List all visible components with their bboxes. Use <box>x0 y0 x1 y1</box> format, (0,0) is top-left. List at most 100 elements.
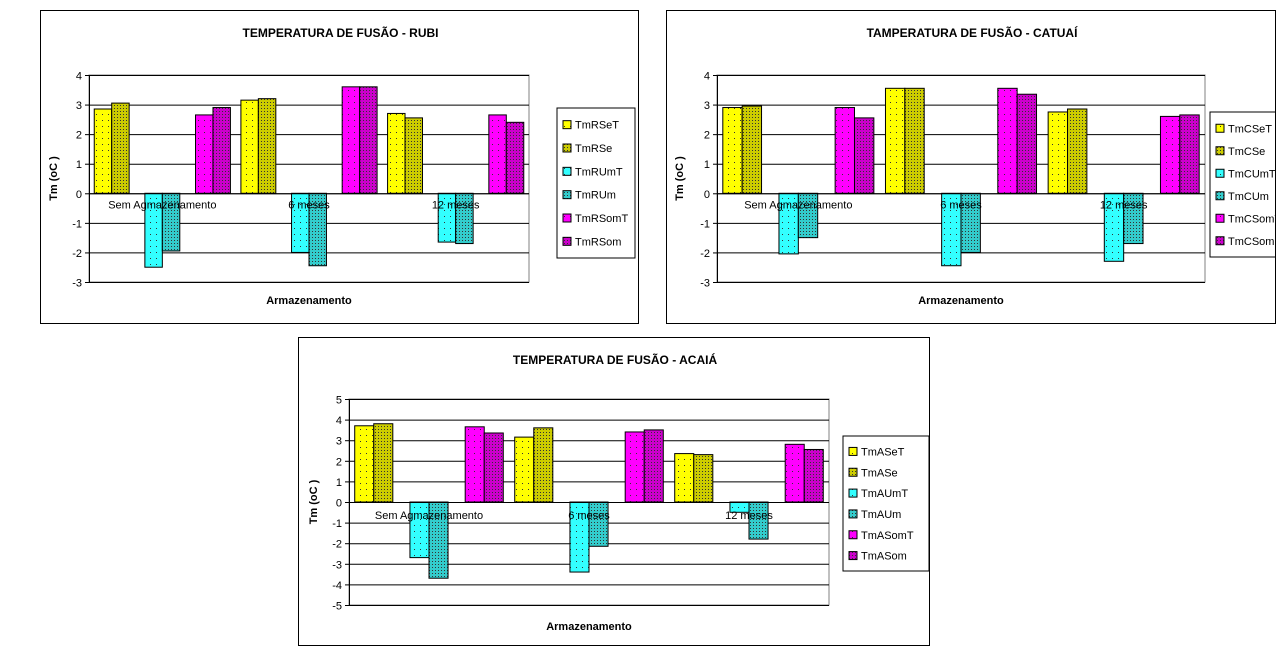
legend-label: TmASeT <box>861 446 905 458</box>
legend-swatch <box>562 143 572 153</box>
bar <box>643 429 664 503</box>
y-tick-label: -2 <box>700 248 710 260</box>
bar <box>834 107 855 194</box>
legend: TmRSeT TmRSe TmRUmT TmRUm TmRSomT TmRSom <box>556 107 636 259</box>
y-tick-label: 4 <box>336 415 342 427</box>
chart-title: TAMPERATURA DE FUSÃO - CATUAÍ <box>867 25 1079 40</box>
y-tick-label: 3 <box>336 436 342 448</box>
bar <box>505 121 525 194</box>
bar <box>387 112 406 194</box>
bar <box>884 87 906 194</box>
legend: TmASeT TmASe TmAUmT TmAUm TmASomT TmASom <box>842 435 929 572</box>
y-tick-label: -2 <box>332 539 342 551</box>
legend-label: TmRUm <box>575 190 616 202</box>
y-tick-label: 0 <box>76 189 82 201</box>
x-axis-label: Armazenamento <box>266 295 352 307</box>
bar <box>483 432 504 503</box>
y-tick-label: 2 <box>76 130 82 142</box>
legend-swatch <box>848 551 858 561</box>
legend-label: TmRUmT <box>575 166 623 178</box>
x-category-label: 12 meses <box>725 510 773 522</box>
legend-swatch <box>562 120 572 130</box>
legend-swatch <box>848 467 858 477</box>
x-category-label: 6 meses <box>288 199 330 211</box>
chart-panel-acaia: TEMPERATURA DE FUSÃO - ACAIÁ -5 -4 -3 -2 -1 0 1… <box>298 337 930 646</box>
chart-title: TEMPERATURA DE FUSÃO - RUBI <box>243 25 439 40</box>
y-tick-label: 1 <box>76 159 82 171</box>
bar <box>93 108 113 194</box>
legend-label: TmRSe <box>575 143 612 155</box>
y-tick-label: -2 <box>72 248 82 260</box>
legend-swatch <box>562 213 572 223</box>
y-tick-label: -1 <box>332 518 342 530</box>
bar <box>997 87 1018 194</box>
bar <box>674 453 695 503</box>
legend-label: TmCUm <box>1228 191 1269 203</box>
x-category-label: 6 meses <box>568 510 610 522</box>
bar <box>1179 114 1200 194</box>
legend-label: TmCSomT <box>1228 213 1276 225</box>
y-tick-label: 5 <box>336 395 342 407</box>
bar <box>784 443 805 503</box>
y-tick-label: 0 <box>336 498 342 510</box>
bar <box>404 117 423 194</box>
y-tick-label: 3 <box>704 100 710 112</box>
bar <box>111 102 130 194</box>
legend-swatch <box>848 509 858 519</box>
bar <box>1159 115 1181 194</box>
bar <box>624 431 645 503</box>
chart-panel-catuai: TAMPERATURA DE FUSÃO - CATUAÍ -3 -2 -1 0 1 2 3 4… <box>666 10 1276 324</box>
y-tick-label: 0 <box>704 189 710 201</box>
legend-swatch <box>562 236 572 246</box>
x-axis-label: Armazenamento <box>918 295 1004 307</box>
legend-label: TmCSeT <box>1228 123 1272 135</box>
bar <box>533 427 554 503</box>
legend-label: TmASe <box>861 467 898 479</box>
y-tick-label: 4 <box>76 71 82 83</box>
bar <box>240 99 259 194</box>
legend-swatch <box>1215 236 1225 246</box>
legend: TmCSeT TmCSe TmCUmT TmCUm TmCSomT TmCSom <box>1209 111 1276 258</box>
bar <box>904 87 925 194</box>
legend-label: TmRSeT <box>575 120 619 132</box>
chart-svg: TEMPERATURA DE FUSÃO - RUBI -3 -2 -1 0 1 2 3 4 Se… <box>48 25 636 307</box>
legend-swatch <box>1215 146 1225 156</box>
bar <box>359 86 378 194</box>
y-tick-label: 1 <box>336 477 342 489</box>
x-category-label: Sem Agmazenamento <box>108 199 216 211</box>
bar <box>1016 93 1038 194</box>
legend-swatch <box>848 530 858 540</box>
legend-label: TmCSe <box>1228 146 1265 158</box>
legend-swatch <box>1215 213 1225 223</box>
bar <box>488 114 507 194</box>
y-tick-label: -1 <box>700 218 710 230</box>
y-tick-label: 2 <box>704 130 710 142</box>
bar <box>257 98 277 194</box>
legend-swatch <box>562 190 572 200</box>
y-tick-label: -3 <box>700 278 710 290</box>
y-tick-label: -3 <box>72 278 82 290</box>
legend-swatch <box>848 446 858 456</box>
legend-label: TmCSom <box>1228 236 1274 248</box>
y-tick-label: 2 <box>336 456 342 468</box>
bar <box>212 107 231 194</box>
legend-swatch <box>1215 191 1225 201</box>
bar <box>693 454 714 503</box>
bar <box>1047 111 1069 194</box>
legend-label: TmAUm <box>861 509 901 521</box>
x-category-label: 12 meses <box>1100 199 1148 211</box>
y-tick-label: -1 <box>72 218 82 230</box>
y-tick-label: -5 <box>332 601 342 613</box>
legend-swatch <box>1215 168 1225 178</box>
y-axis-label: Tm (oC ) <box>674 156 686 201</box>
bar <box>741 105 763 194</box>
y-tick-label: 4 <box>704 71 710 83</box>
y-axis-label: Tm (oC ) <box>48 156 60 201</box>
legend-label: TmRSom <box>575 236 621 248</box>
x-category-label: 6 meses <box>940 199 982 211</box>
x-axis-label: Armazenamento <box>546 621 632 633</box>
y-axis-label: Tm (oC ) <box>308 479 320 524</box>
bar <box>341 86 361 194</box>
bar <box>373 423 394 503</box>
chart-title: TEMPERATURA DE FUSÃO - ACAIÁ <box>513 352 718 367</box>
